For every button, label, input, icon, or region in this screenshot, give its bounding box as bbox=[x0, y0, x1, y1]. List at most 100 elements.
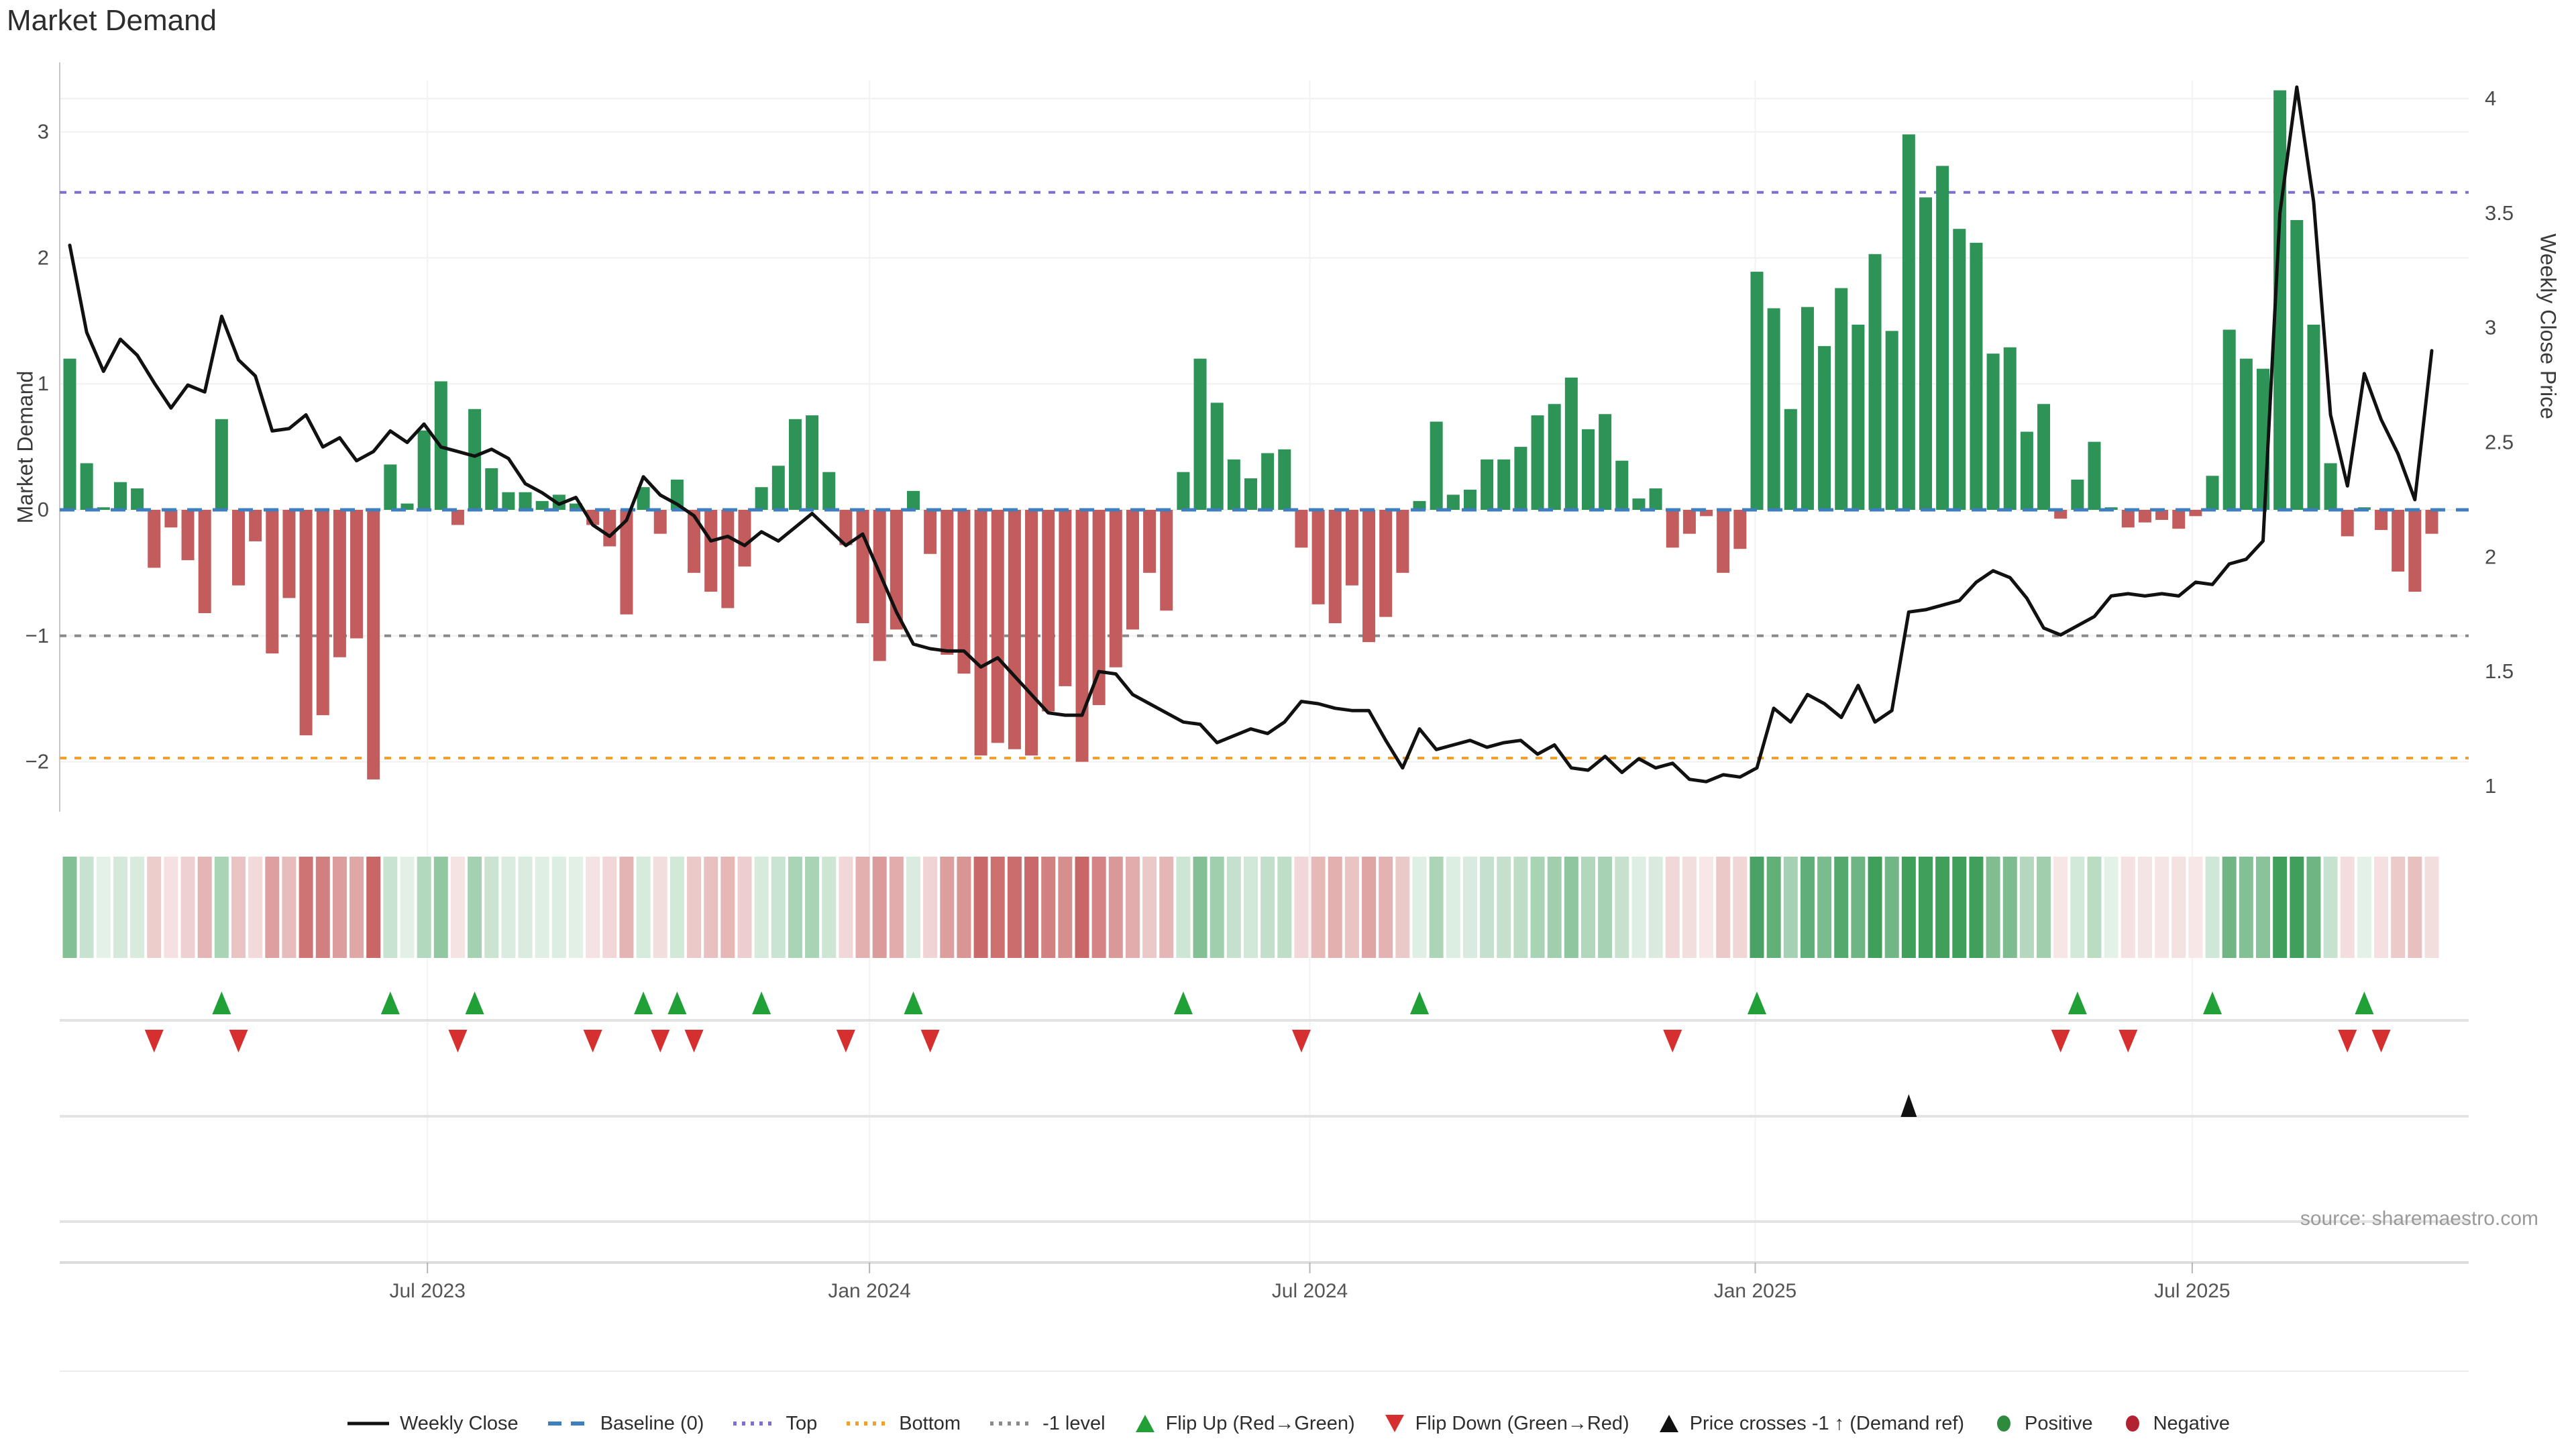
demand-bar bbox=[1430, 421, 1443, 510]
heatmap-cell bbox=[2306, 857, 2321, 958]
legend-item: Flip Up (Red→Green) bbox=[1134, 1412, 1355, 1435]
left-tick-label: 0 bbox=[38, 498, 49, 521]
heatmap-cell bbox=[2121, 857, 2135, 958]
heatmap-cell bbox=[957, 857, 971, 958]
heatmap-cell bbox=[872, 857, 887, 958]
demand-bar bbox=[1345, 510, 1358, 586]
heatmap-cell bbox=[839, 857, 853, 958]
demand-bar bbox=[2392, 510, 2405, 572]
demand-bar bbox=[2425, 510, 2438, 534]
demand-bar bbox=[1548, 404, 1561, 510]
demand-bar bbox=[1767, 308, 1780, 510]
demand-bar bbox=[2088, 441, 2101, 510]
heatmap-cell bbox=[569, 857, 583, 958]
heatmap-cell bbox=[1395, 857, 1410, 958]
demand-bar bbox=[1177, 472, 1190, 510]
demand-bar bbox=[1244, 478, 1257, 510]
flip-up-marker bbox=[1410, 991, 1429, 1014]
heatmap-cell bbox=[1480, 857, 1495, 958]
heatmap-cell bbox=[2037, 857, 2051, 958]
demand-bar bbox=[1700, 510, 1713, 517]
demand-bar bbox=[1970, 242, 1983, 510]
demand-bar bbox=[1682, 510, 1696, 534]
right-tick-label: 3.5 bbox=[2485, 201, 2514, 225]
dot-swatch-icon bbox=[733, 1421, 775, 1426]
demand-bar bbox=[822, 472, 836, 510]
heatmap-cell bbox=[990, 857, 1005, 958]
legend-item: Top bbox=[732, 1412, 817, 1435]
demand-bar bbox=[1059, 510, 1072, 686]
heatmap-cell bbox=[518, 857, 533, 958]
heatmap-cell bbox=[855, 857, 870, 958]
flip-up-marker bbox=[1748, 991, 1766, 1014]
heatmap-cell bbox=[113, 857, 127, 958]
heatmap-cell bbox=[805, 857, 820, 958]
heatmap-cell bbox=[2340, 857, 2355, 958]
demand-bar bbox=[957, 510, 971, 674]
heatmap-cell bbox=[1986, 857, 2000, 958]
demand-bar bbox=[97, 507, 110, 510]
heatmap-cell bbox=[1581, 857, 1595, 958]
demand-bar bbox=[2375, 510, 2388, 531]
flip-up-marker bbox=[904, 991, 923, 1014]
demand-bar bbox=[603, 510, 616, 547]
demand-bar bbox=[1261, 453, 1275, 510]
x-tick-label: Jan 2024 bbox=[828, 1280, 910, 1302]
heatmap-cell bbox=[586, 857, 600, 958]
heatmap-cell bbox=[2256, 857, 2270, 958]
heatmap-cell bbox=[788, 857, 802, 958]
demand-bar bbox=[653, 510, 667, 534]
page-title: Market Demand bbox=[7, 4, 217, 37]
heatmap-cell bbox=[1446, 857, 1460, 958]
heatmap-cell bbox=[282, 857, 297, 958]
demand-bar bbox=[350, 510, 364, 639]
heatmap-cell bbox=[1766, 857, 1781, 958]
heatmap-cell bbox=[1598, 857, 1613, 958]
heatmap-cell bbox=[1091, 857, 1106, 958]
heatmap-cell bbox=[2273, 857, 2288, 958]
heatmap-cell bbox=[2239, 857, 2253, 958]
demand-bar bbox=[924, 510, 937, 554]
flip-down-marker bbox=[229, 1030, 248, 1053]
demand-bar bbox=[873, 510, 886, 661]
heatmap-cell bbox=[1716, 857, 1731, 958]
heatmap-cell bbox=[619, 857, 634, 958]
heatmap-cell bbox=[1075, 857, 1089, 958]
legend-item: Positive bbox=[1992, 1412, 2093, 1435]
demand-bar bbox=[1666, 510, 1679, 548]
demand-bar bbox=[839, 510, 853, 545]
x-tick-label: Jul 2024 bbox=[1272, 1280, 1348, 1302]
heatmap-cell bbox=[1311, 857, 1326, 958]
demand-bar bbox=[688, 510, 701, 573]
heatmap-cell bbox=[1193, 857, 1208, 958]
heatmap-cell bbox=[1665, 857, 1680, 958]
flip-up-marker bbox=[212, 991, 231, 1014]
dot-swatch-icon bbox=[990, 1421, 1032, 1426]
heatmap-cell bbox=[265, 857, 280, 958]
right-axis-label: Weekly Close Price bbox=[2536, 233, 2561, 419]
demand-bar bbox=[2020, 431, 2033, 510]
heatmap-cell bbox=[468, 857, 482, 958]
heatmap-cell bbox=[889, 857, 904, 958]
heatmap-cell bbox=[2374, 857, 2389, 958]
heatmap-cell bbox=[1429, 857, 1444, 958]
legend-item: Price crosses -1 ↑ (Demand ref) bbox=[1658, 1412, 1964, 1435]
demand-bar bbox=[2138, 510, 2151, 523]
demand-bar bbox=[1109, 510, 1122, 667]
heatmap-cell bbox=[350, 857, 364, 958]
heatmap-cell bbox=[1277, 857, 1292, 958]
heatmap-cell bbox=[1530, 857, 1545, 958]
demand-bar bbox=[485, 468, 498, 510]
heatmap-cell bbox=[1800, 857, 1815, 958]
demand-bar bbox=[299, 510, 313, 736]
demand-bar bbox=[771, 466, 785, 510]
flip-down-marker bbox=[2051, 1030, 2070, 1053]
heatmap-cell bbox=[602, 857, 617, 958]
heatmap-cell bbox=[535, 857, 549, 958]
flip-down-marker bbox=[2338, 1030, 2357, 1053]
heatmap-cell bbox=[1952, 857, 1967, 958]
right-tick-label: 1.5 bbox=[2485, 659, 2514, 683]
demand-bar bbox=[2222, 329, 2236, 510]
flip-down-marker bbox=[2371, 1030, 2391, 1053]
